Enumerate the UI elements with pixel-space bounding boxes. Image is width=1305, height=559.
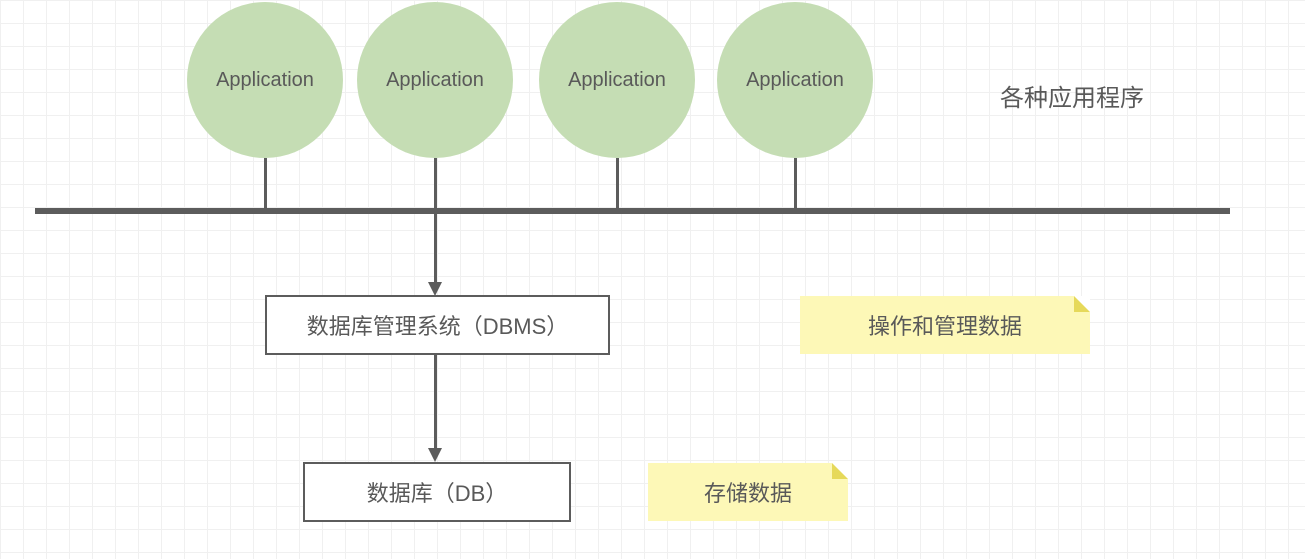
application-node-1: Application xyxy=(187,2,343,158)
arrow-shaft-to-db xyxy=(434,355,437,450)
dbms-box: 数据库管理系统（DBMS） xyxy=(265,295,610,355)
note-corner-icon xyxy=(1074,296,1090,312)
application-node-3: Application xyxy=(539,2,695,158)
db-note: 存储数据 xyxy=(648,463,848,521)
db-box: 数据库（DB） xyxy=(303,462,571,522)
application-node-4: Application xyxy=(717,2,873,158)
dbms-box-label: 数据库管理系统（DBMS） xyxy=(307,309,569,341)
db-note-label: 存储数据 xyxy=(704,476,792,508)
arrowhead-to-dbms xyxy=(428,282,442,296)
application-label: Application xyxy=(216,69,314,92)
application-label: Application xyxy=(746,69,844,92)
dbms-note-label: 操作和管理数据 xyxy=(868,309,1022,341)
dbms-note: 操作和管理数据 xyxy=(800,296,1090,354)
connector-line-4 xyxy=(794,158,797,208)
application-label: Application xyxy=(568,69,666,92)
application-node-2: Application xyxy=(357,2,513,158)
connector-line-2 xyxy=(434,158,437,208)
connector-line-3 xyxy=(616,158,619,208)
horizontal-bus-bar xyxy=(35,208,1230,214)
note-corner-icon xyxy=(832,463,848,479)
arrowhead-to-db xyxy=(428,448,442,462)
application-label: Application xyxy=(386,69,484,92)
connector-line-1 xyxy=(264,158,267,208)
arrow-shaft-to-dbms xyxy=(434,214,437,284)
applications-caption: 各种应用程序 xyxy=(1000,78,1144,113)
db-box-label: 数据库（DB） xyxy=(367,476,508,508)
